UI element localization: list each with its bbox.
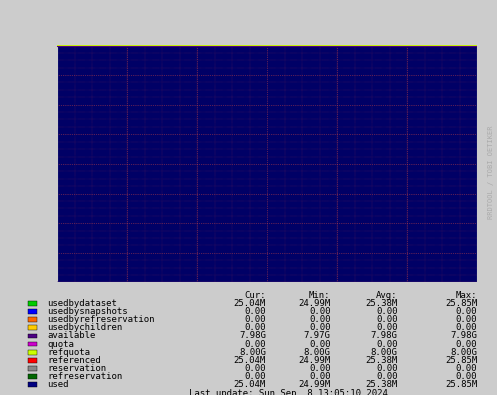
Text: 24.99M: 24.99M	[298, 299, 331, 308]
Text: used: used	[47, 380, 69, 389]
Text: 0.00: 0.00	[309, 307, 331, 316]
Text: 0.00: 0.00	[376, 364, 398, 373]
Text: 0.00: 0.00	[245, 307, 266, 316]
Text: 0.00: 0.00	[245, 315, 266, 324]
Text: 7.98G: 7.98G	[239, 331, 266, 340]
Text: 0.00: 0.00	[245, 364, 266, 373]
Text: Avg:: Avg:	[376, 291, 398, 300]
Text: 7.98G: 7.98G	[371, 331, 398, 340]
Text: 0.00: 0.00	[456, 364, 477, 373]
Text: referenced: referenced	[47, 356, 101, 365]
Text: 0.00: 0.00	[376, 315, 398, 324]
Text: 0.00: 0.00	[309, 315, 331, 324]
Text: 8.00G: 8.00G	[304, 348, 331, 357]
Text: 0.00: 0.00	[245, 372, 266, 381]
Text: 0.00: 0.00	[376, 307, 398, 316]
Text: usedbysnapshots: usedbysnapshots	[47, 307, 128, 316]
Text: 0.00: 0.00	[309, 324, 331, 332]
Text: 25.85M: 25.85M	[445, 380, 477, 389]
Text: 0.00: 0.00	[309, 364, 331, 373]
Text: 8.00G: 8.00G	[450, 348, 477, 357]
Text: refreservation: refreservation	[47, 372, 122, 381]
Text: available: available	[47, 331, 95, 340]
Text: 0.00: 0.00	[376, 340, 398, 348]
Text: 24.99M: 24.99M	[298, 380, 331, 389]
Text: 0.00: 0.00	[245, 324, 266, 332]
Text: 0.00: 0.00	[376, 372, 398, 381]
Text: Min:: Min:	[309, 291, 331, 300]
Y-axis label: bytes: bytes	[1, 146, 14, 182]
Text: 25.04M: 25.04M	[234, 380, 266, 389]
Text: 25.38M: 25.38M	[365, 356, 398, 365]
Text: 0.00: 0.00	[376, 324, 398, 332]
Title: ZFS usage for filesystem rpool/data/subvol-147-disk-1 - by day: ZFS usage for filesystem rpool/data/subv…	[46, 30, 488, 43]
Text: 0.00: 0.00	[245, 340, 266, 348]
Text: 7.97G: 7.97G	[304, 331, 331, 340]
Text: Max:: Max:	[456, 291, 477, 300]
Text: 25.85M: 25.85M	[445, 299, 477, 308]
Text: 8.00G: 8.00G	[371, 348, 398, 357]
Text: 0.00: 0.00	[456, 340, 477, 348]
Text: 25.38M: 25.38M	[365, 299, 398, 308]
Text: 0.00: 0.00	[309, 372, 331, 381]
Text: 25.04M: 25.04M	[234, 356, 266, 365]
Text: 0.00: 0.00	[456, 307, 477, 316]
Text: Last update: Sun Sep  8 13:05:10 2024: Last update: Sun Sep 8 13:05:10 2024	[189, 389, 388, 395]
Text: Cur:: Cur:	[245, 291, 266, 300]
Text: 0.00: 0.00	[309, 340, 331, 348]
Text: RRDTOOL / TOBI OETIKER: RRDTOOL / TOBI OETIKER	[488, 125, 494, 218]
Text: 0.00: 0.00	[456, 372, 477, 381]
Text: 25.04M: 25.04M	[234, 299, 266, 308]
Text: 0.00: 0.00	[456, 324, 477, 332]
Text: 0.00: 0.00	[456, 315, 477, 324]
Text: refquota: refquota	[47, 348, 90, 357]
Text: 8.00G: 8.00G	[239, 348, 266, 357]
Text: quota: quota	[47, 340, 74, 348]
Text: 7.98G: 7.98G	[450, 331, 477, 340]
Text: usedbyrefreservation: usedbyrefreservation	[47, 315, 155, 324]
Text: reservation: reservation	[47, 364, 106, 373]
Text: 24.99M: 24.99M	[298, 356, 331, 365]
Text: usedbychildren: usedbychildren	[47, 324, 122, 332]
Text: 25.85M: 25.85M	[445, 356, 477, 365]
Text: 25.38M: 25.38M	[365, 380, 398, 389]
Text: usedbydataset: usedbydataset	[47, 299, 117, 308]
